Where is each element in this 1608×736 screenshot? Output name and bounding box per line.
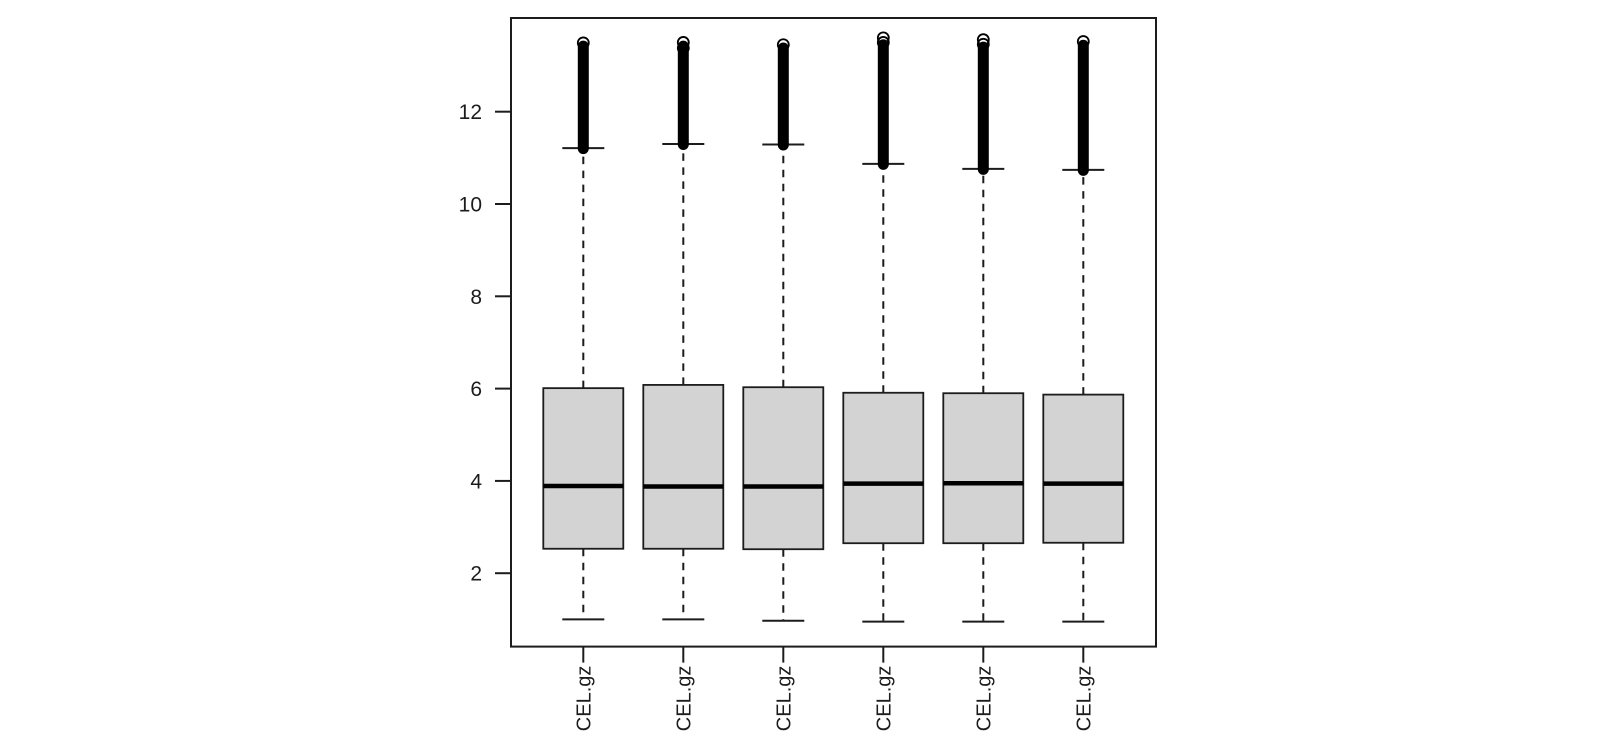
iqr-box (742, 386, 825, 551)
outlier-point (676, 41, 690, 55)
box-group-3: CEL.gz (742, 38, 825, 732)
outlier-point (876, 36, 890, 49)
outlier-point (776, 38, 790, 52)
y-tick-label: 6 (470, 378, 482, 401)
y-tick-label: 10 (459, 193, 482, 216)
x-category-label: CEL.gz (973, 666, 995, 732)
box-group-6: CEL.gz (1042, 35, 1125, 732)
outlier-dense-stack (1077, 39, 1089, 176)
box-group-2: CEL.gz (642, 36, 725, 732)
outlier-point (676, 36, 690, 49)
iqr-box (1042, 393, 1125, 544)
outlier-dense-stack (777, 42, 789, 151)
x-category-label: CEL.gz (573, 666, 595, 732)
box-group-1: CEL.gz (542, 36, 625, 732)
iqr-box (942, 392, 1025, 545)
y-tick-label: 2 (470, 563, 482, 586)
outlier-point (576, 36, 590, 50)
x-category-label: CEL.gz (1073, 666, 1095, 732)
box-group-5: CEL.gz (942, 33, 1025, 732)
x-category-label: CEL.gz (773, 666, 795, 732)
outlier-point (1076, 35, 1090, 48)
outlier-dense-stack (977, 41, 989, 175)
iqr-box (642, 384, 725, 550)
iqr-box (842, 391, 925, 545)
outlier-point (876, 31, 890, 45)
outlier-dense-stack (677, 40, 689, 150)
y-axis: 2 4 6 8 10 12 (459, 101, 511, 586)
x-category-label: CEL.gz (873, 666, 895, 732)
outlier-point (976, 33, 990, 47)
y-tick-label: 4 (470, 470, 482, 493)
iqr-box (542, 387, 625, 550)
y-tick-label: 8 (470, 286, 482, 309)
outlier-dense-stack (577, 40, 589, 155)
box-group-4: CEL.gz (842, 31, 925, 732)
y-tick-label: 12 (459, 101, 482, 124)
plot-border (510, 17, 1157, 648)
outlier-point (976, 37, 990, 51)
x-category-label: CEL.gz (673, 666, 695, 732)
outlier-dense-stack (877, 39, 889, 170)
